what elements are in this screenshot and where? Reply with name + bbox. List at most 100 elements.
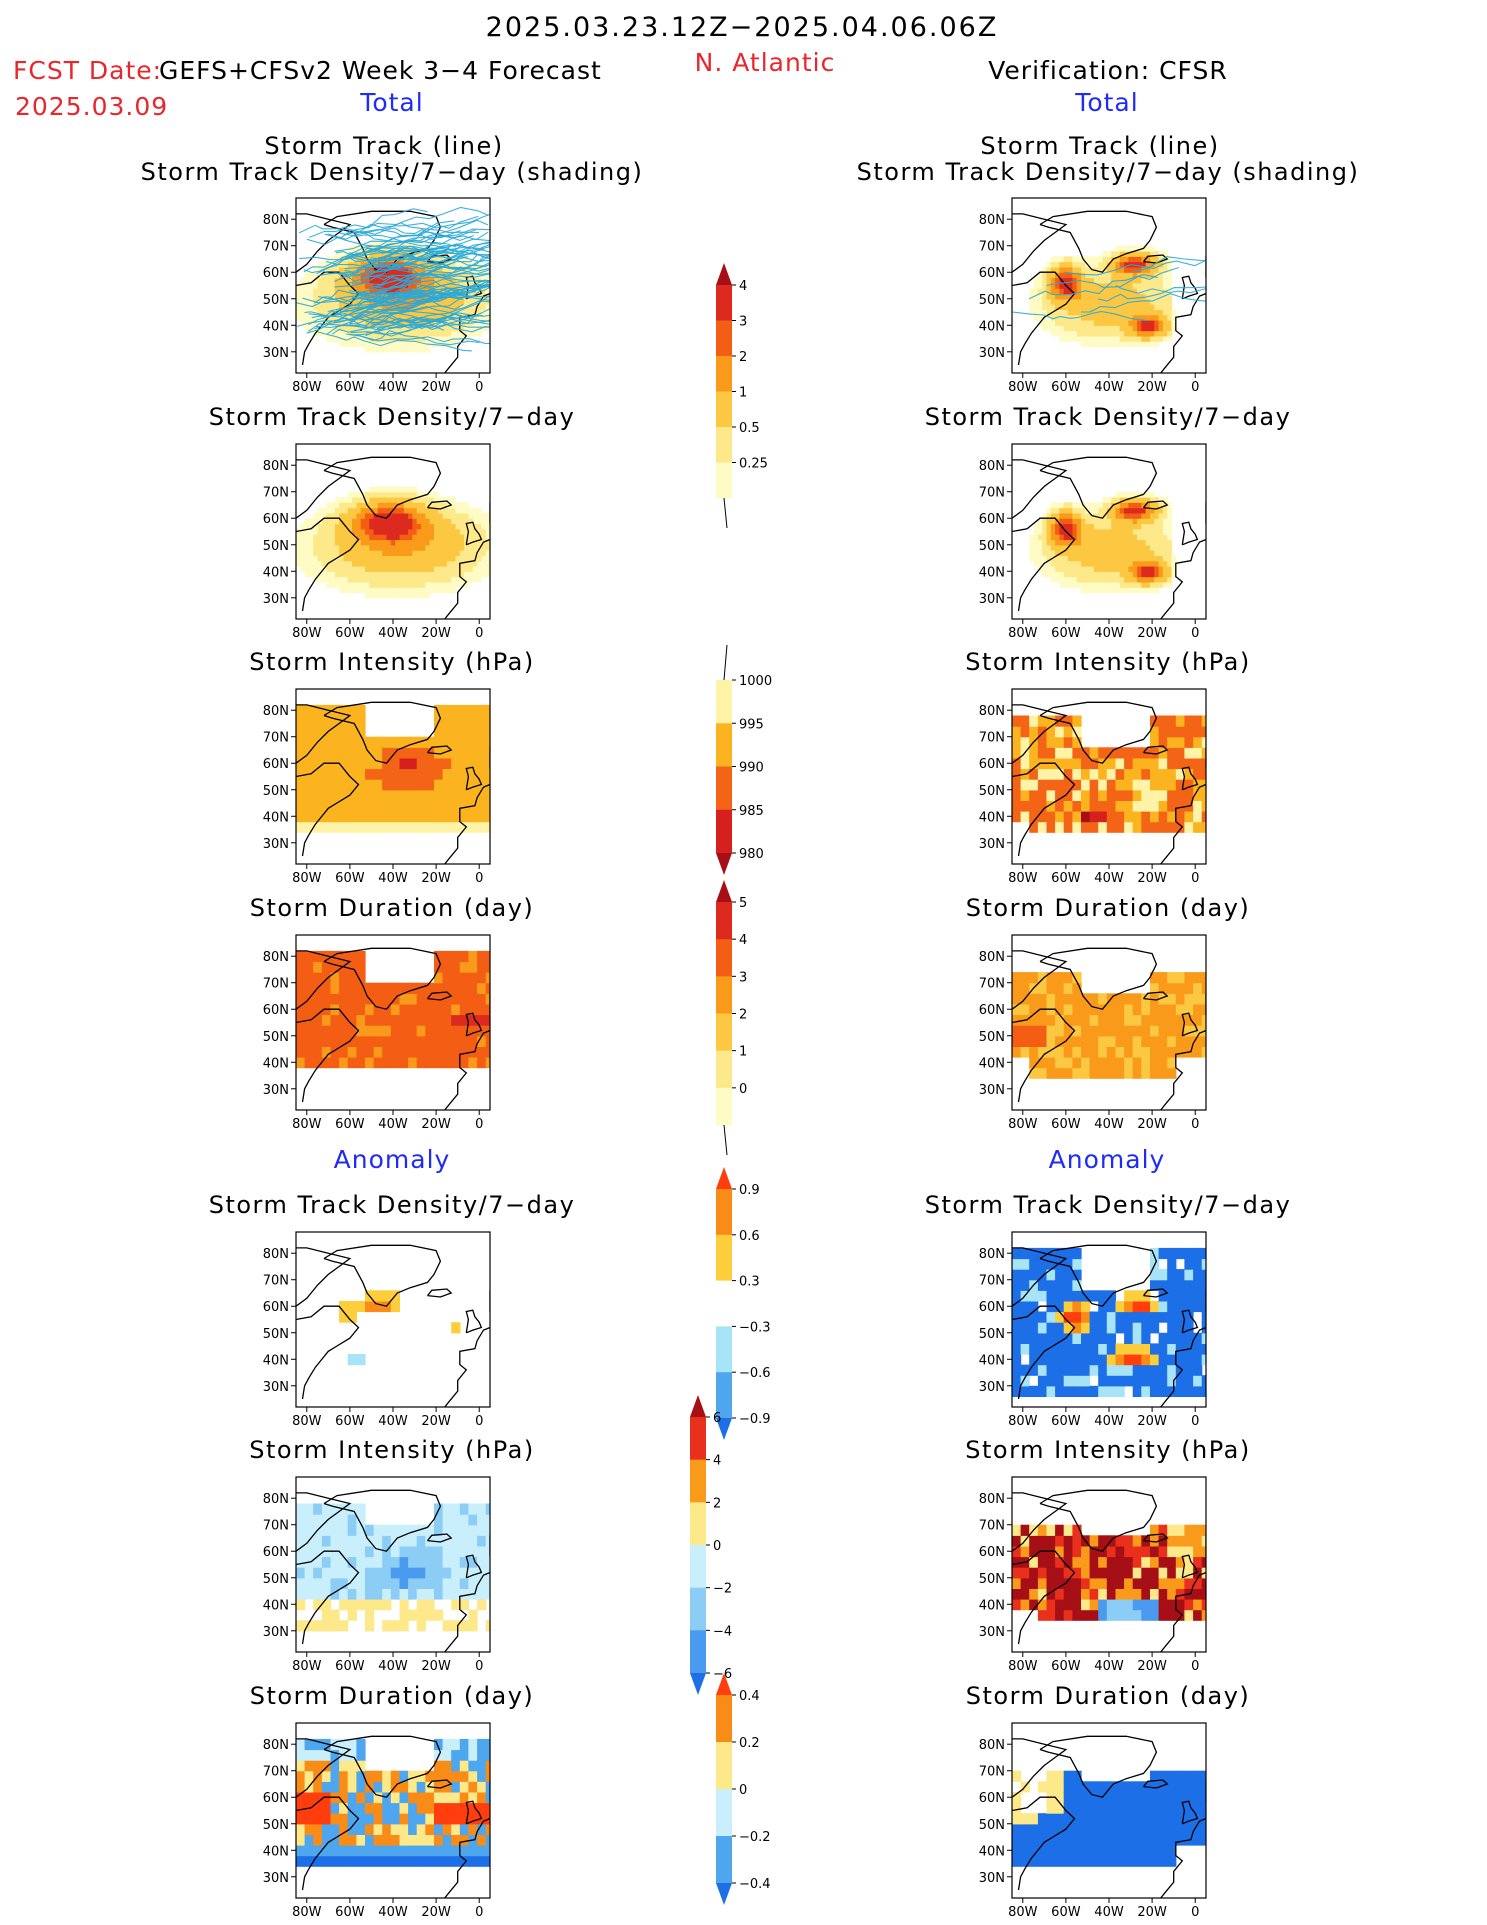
grid-cell — [304, 757, 314, 770]
grid-cell — [1098, 293, 1104, 300]
grid-cell — [459, 560, 465, 567]
grid-cell — [1150, 747, 1160, 759]
grid-cell — [1167, 539, 1173, 546]
grid-cell — [1158, 1279, 1168, 1291]
grid-cell — [412, 528, 418, 535]
grid-cell — [425, 1609, 435, 1621]
grid-cell — [1137, 309, 1142, 316]
lat-tick-label: 50N — [263, 1030, 289, 1045]
grid-cell — [1150, 1343, 1160, 1355]
grid-cell — [1050, 277, 1056, 284]
grid-cell — [382, 346, 388, 353]
grid-cell — [455, 330, 461, 337]
grid-cell — [296, 1770, 306, 1782]
grid-cell — [1063, 779, 1073, 791]
grid-cell — [1141, 320, 1147, 326]
grid-cell — [1012, 1588, 1022, 1600]
grid-cell — [330, 1834, 340, 1846]
grid-cell — [425, 800, 435, 812]
grid-cell — [382, 1046, 392, 1058]
grid-cell — [434, 282, 439, 289]
grid-cell — [1150, 518, 1155, 525]
grid-cell — [1128, 325, 1134, 332]
grid-cell — [339, 1014, 349, 1026]
coastline — [1159, 538, 1206, 619]
grid-cell — [1046, 555, 1052, 562]
grid-cell — [347, 1545, 357, 1558]
grid-cell — [1145, 288, 1151, 295]
grid-cell — [446, 304, 452, 310]
grid-cell — [408, 1781, 418, 1793]
grid-cell — [1046, 261, 1052, 268]
grid-cell — [347, 1311, 357, 1323]
grid-cell — [408, 555, 413, 562]
grid-cell — [1132, 1567, 1142, 1579]
grid-cell — [1046, 1567, 1056, 1579]
grid-cell — [352, 341, 357, 348]
grid-cell — [347, 581, 353, 588]
grid-cell — [390, 1802, 400, 1814]
grid-cell — [438, 544, 444, 551]
grid-cell — [1081, 534, 1086, 541]
grid-cell — [1128, 518, 1134, 525]
grid-cell — [390, 789, 400, 801]
grid-cell — [1167, 1577, 1177, 1589]
grid-cell — [304, 821, 314, 833]
grid-cell — [382, 335, 388, 342]
grid-cell — [1167, 314, 1173, 321]
grid-cell — [1128, 502, 1134, 509]
grid-cell — [425, 497, 431, 503]
lat-tick-label: 40N — [979, 1056, 1005, 1071]
grid-cell — [1137, 261, 1142, 268]
grid-cell — [1145, 512, 1151, 519]
grid-cell — [1072, 309, 1078, 316]
grid-cell — [1201, 757, 1206, 770]
grid-cell — [1137, 502, 1142, 509]
grid-cell — [416, 325, 422, 332]
grid-cell — [330, 512, 336, 519]
lon-tick-label: 60W — [335, 871, 365, 886]
grid-cell — [347, 768, 357, 780]
grid-cell — [304, 779, 314, 791]
grid-cell — [1055, 1599, 1065, 1611]
grid-cell — [1050, 544, 1056, 551]
grid-cell — [425, 518, 431, 525]
grid-cell — [442, 1556, 452, 1568]
grid-cell — [373, 1545, 383, 1558]
grid-cell — [1068, 502, 1073, 509]
grid-cell — [1055, 736, 1065, 748]
grid-cell — [1050, 512, 1056, 519]
grid-cell — [399, 789, 409, 801]
grid-cell — [434, 571, 439, 578]
grid-cell — [1124, 1588, 1134, 1600]
grid-cell — [356, 1823, 366, 1835]
coastline — [1039, 947, 1158, 1010]
grid-cell — [1150, 550, 1155, 556]
grid-cell — [1162, 330, 1168, 337]
grid-cell — [369, 550, 375, 556]
grid-cell — [326, 304, 332, 310]
grid-cell — [1098, 1014, 1108, 1026]
grid-cell — [339, 1057, 349, 1069]
grid-cell — [347, 800, 357, 812]
grid-cell — [1098, 512, 1104, 519]
grid-cell — [412, 555, 418, 562]
grid-cell — [434, 789, 444, 801]
grid-cell — [1059, 330, 1065, 337]
grid-cell — [1072, 566, 1078, 572]
grid-cell — [459, 1046, 469, 1058]
grid-cell — [1037, 821, 1048, 833]
grid-cell — [390, 587, 396, 594]
grid-cell — [481, 314, 487, 321]
grid-cell — [468, 544, 474, 551]
grid-cell — [321, 1046, 332, 1058]
grid-cell — [1046, 1343, 1056, 1355]
grid-cell — [395, 550, 401, 556]
storm-track-line — [298, 208, 428, 234]
grid-cell — [408, 304, 413, 310]
grid-cell — [442, 1577, 452, 1589]
grid-cell — [377, 512, 383, 519]
grid-cell — [1063, 1067, 1073, 1079]
grid-cell — [459, 539, 465, 546]
